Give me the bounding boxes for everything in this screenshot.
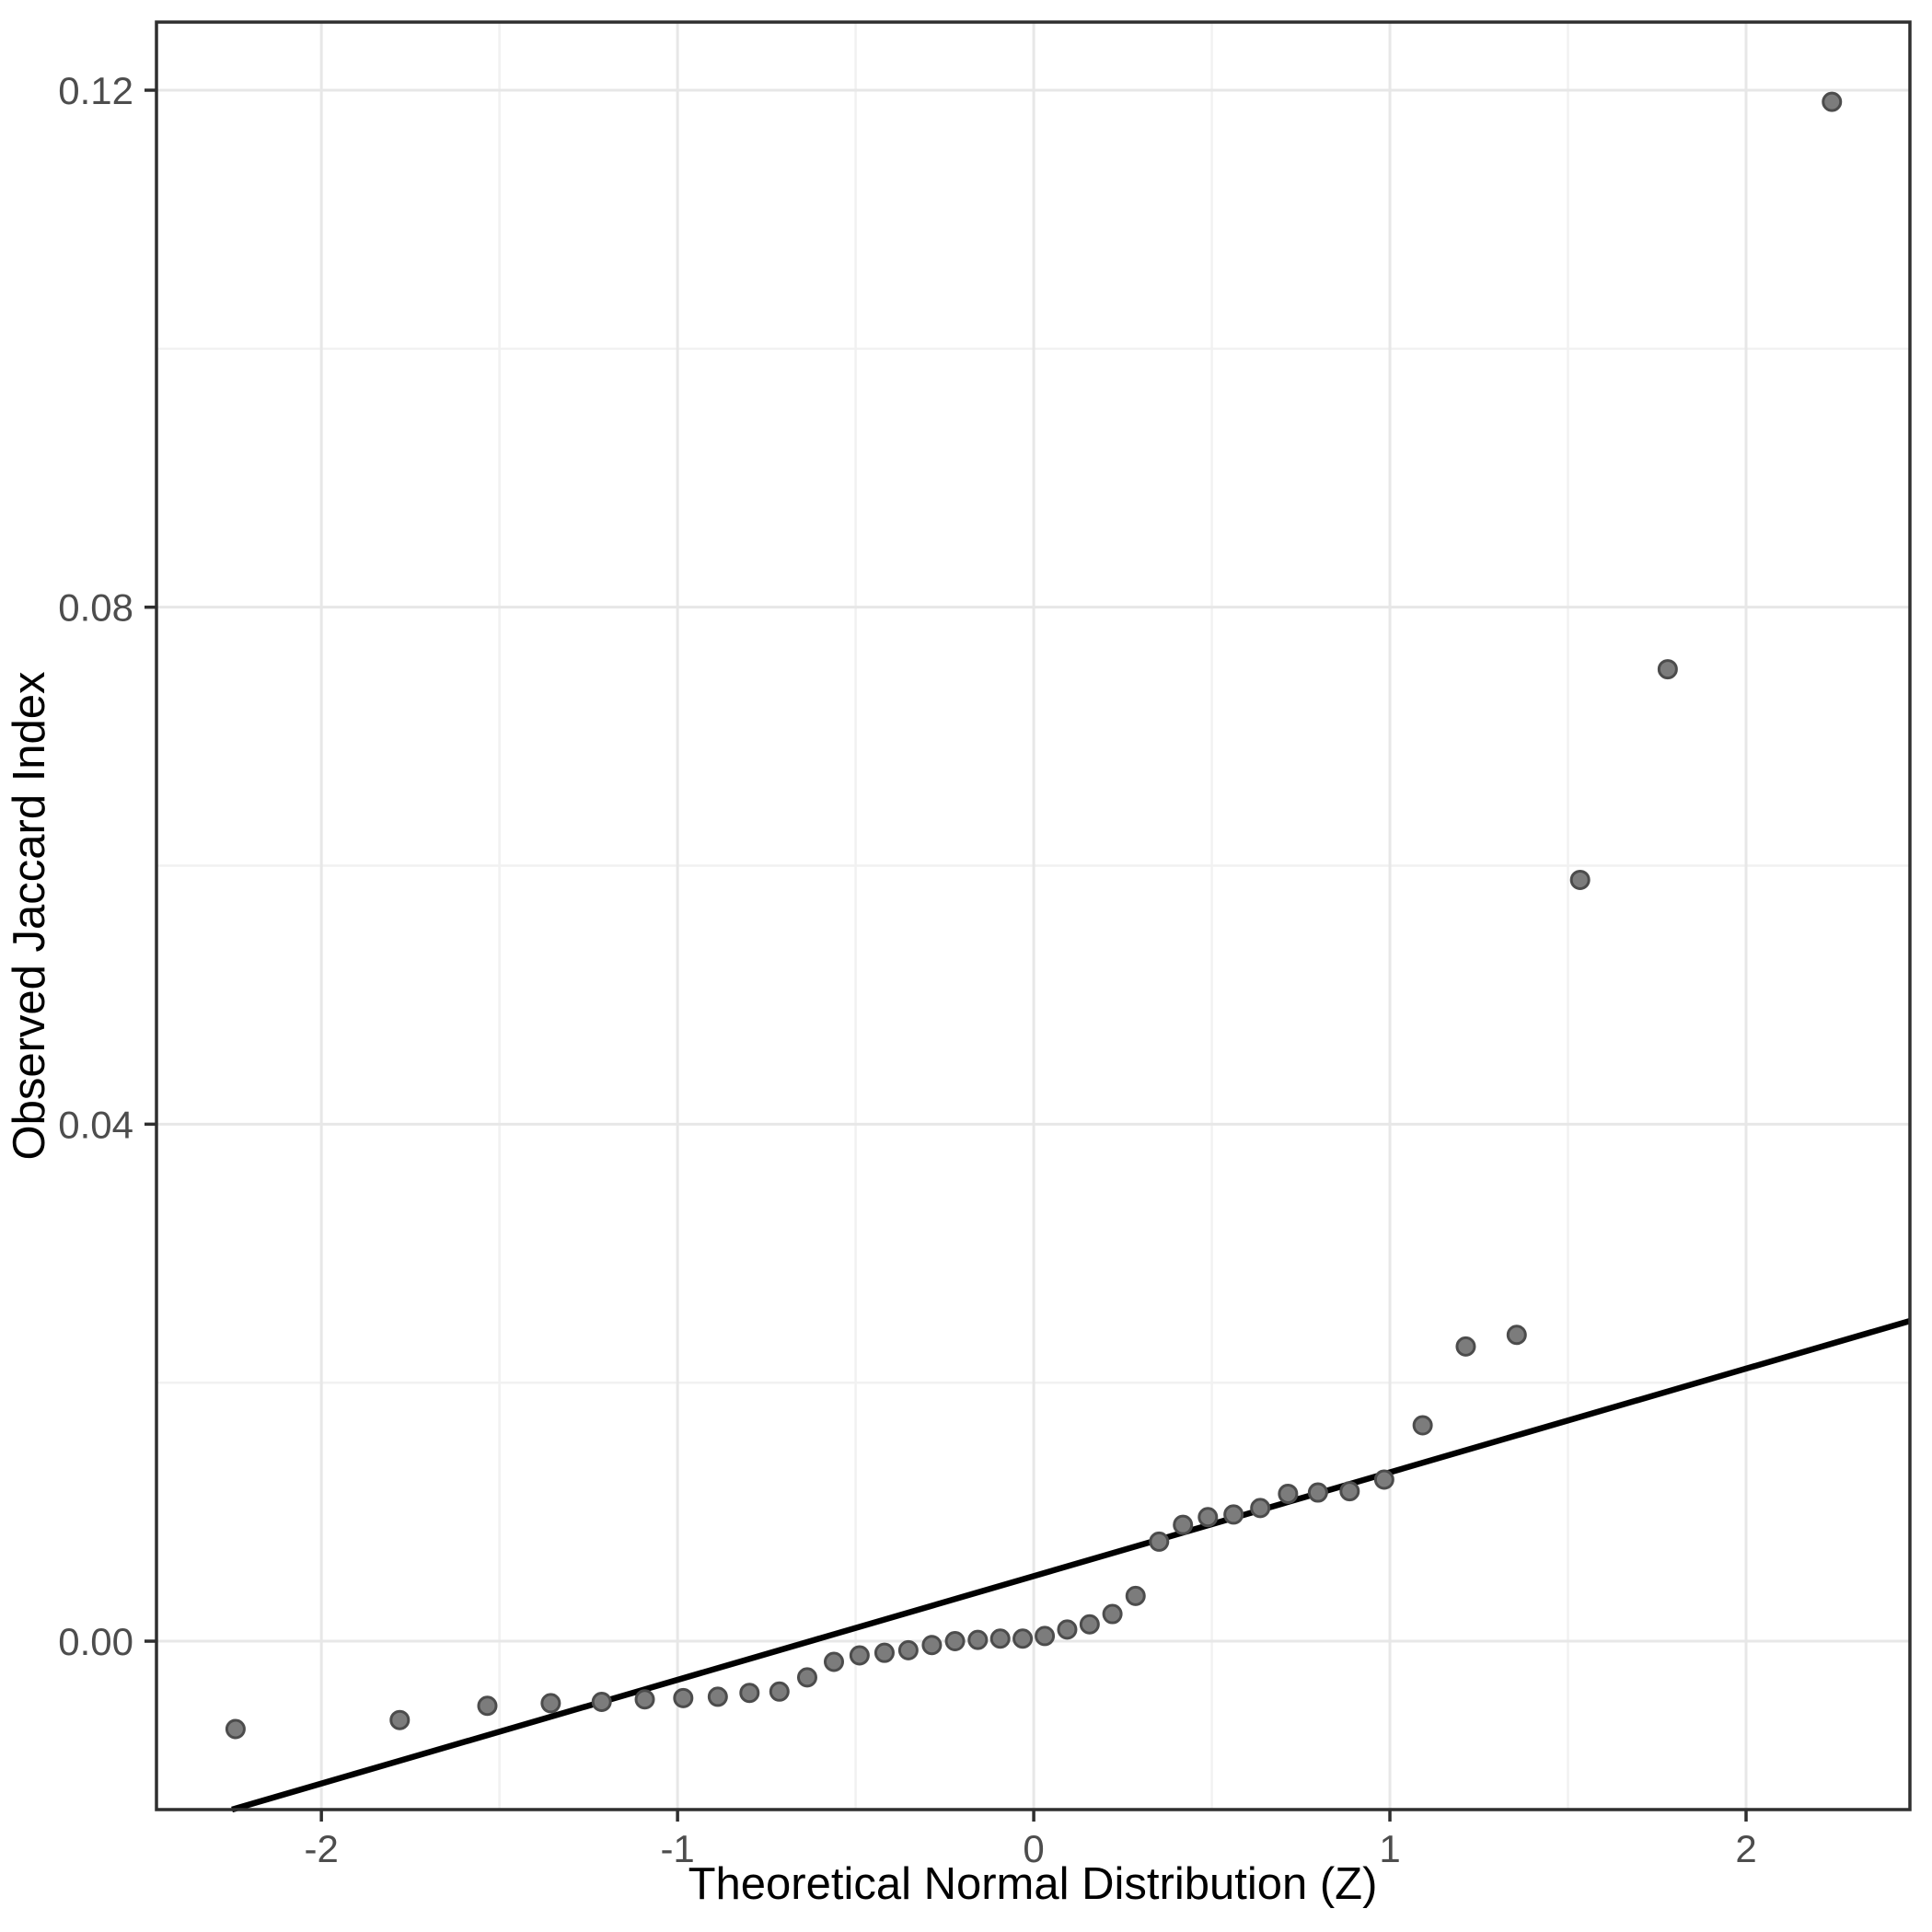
data-point (1506, 1325, 1527, 1346)
data-point (540, 1693, 561, 1714)
major-gridlines (156, 22, 1910, 1810)
data-point (823, 1651, 844, 1672)
y-tick-label: 0.04 (58, 1103, 133, 1146)
y-tick-label: 0.12 (58, 69, 133, 112)
data-point (1173, 1514, 1194, 1535)
data-point (389, 1709, 411, 1730)
data-points-group (225, 91, 1843, 1740)
y-axis-title: Observed Jaccard Index (5, 671, 54, 1160)
data-point (1125, 1585, 1146, 1606)
data-point (1057, 1619, 1078, 1640)
data-point (873, 1642, 895, 1663)
y-tick-label: 0.08 (58, 586, 133, 630)
x-axis-title: Theoretical Normal Distribution (Z) (688, 1859, 1378, 1909)
data-point (1223, 1504, 1244, 1525)
data-point (1102, 1603, 1123, 1625)
data-point (1250, 1498, 1271, 1519)
axis-tick-labels: -2 -1 0 1 2 0.00 0.04 0.08 0.12 (58, 69, 1756, 1870)
x-tick-label: 0 (1023, 1827, 1044, 1870)
y-tick-label: 0.00 (58, 1620, 133, 1663)
data-point (1197, 1507, 1219, 1528)
x-tick-label: 2 (1735, 1827, 1756, 1870)
data-point (1455, 1336, 1476, 1357)
data-point (707, 1686, 728, 1707)
data-point (944, 1631, 966, 1652)
x-tick-label: -2 (304, 1827, 338, 1870)
data-point (1373, 1469, 1394, 1490)
data-point (1012, 1628, 1034, 1649)
data-point (739, 1683, 760, 1704)
data-point (989, 1628, 1011, 1649)
x-tick-label: -1 (660, 1827, 694, 1870)
data-point (1278, 1483, 1299, 1504)
data-point (1339, 1481, 1360, 1502)
qq-reference-line-group (231, 1317, 1911, 1813)
data-point (1569, 869, 1591, 890)
data-point (921, 1635, 943, 1656)
data-point (1822, 91, 1843, 112)
data-point (477, 1695, 498, 1717)
data-point (769, 1681, 790, 1702)
data-point (1657, 659, 1678, 680)
axis-tick-marks (145, 88, 1748, 1822)
data-point (967, 1629, 989, 1650)
data-point (225, 1718, 246, 1740)
data-point (849, 1645, 870, 1666)
data-point (1079, 1614, 1100, 1635)
data-point (1412, 1415, 1433, 1436)
data-point (1035, 1625, 1056, 1647)
qq-reference-line (231, 1317, 1911, 1813)
data-point (1307, 1482, 1328, 1503)
data-point (897, 1639, 919, 1660)
data-point (1149, 1531, 1170, 1552)
data-point (634, 1689, 655, 1710)
data-point (796, 1667, 817, 1688)
x-tick-label: 1 (1379, 1827, 1400, 1870)
data-point (591, 1692, 612, 1713)
data-point (673, 1687, 694, 1708)
